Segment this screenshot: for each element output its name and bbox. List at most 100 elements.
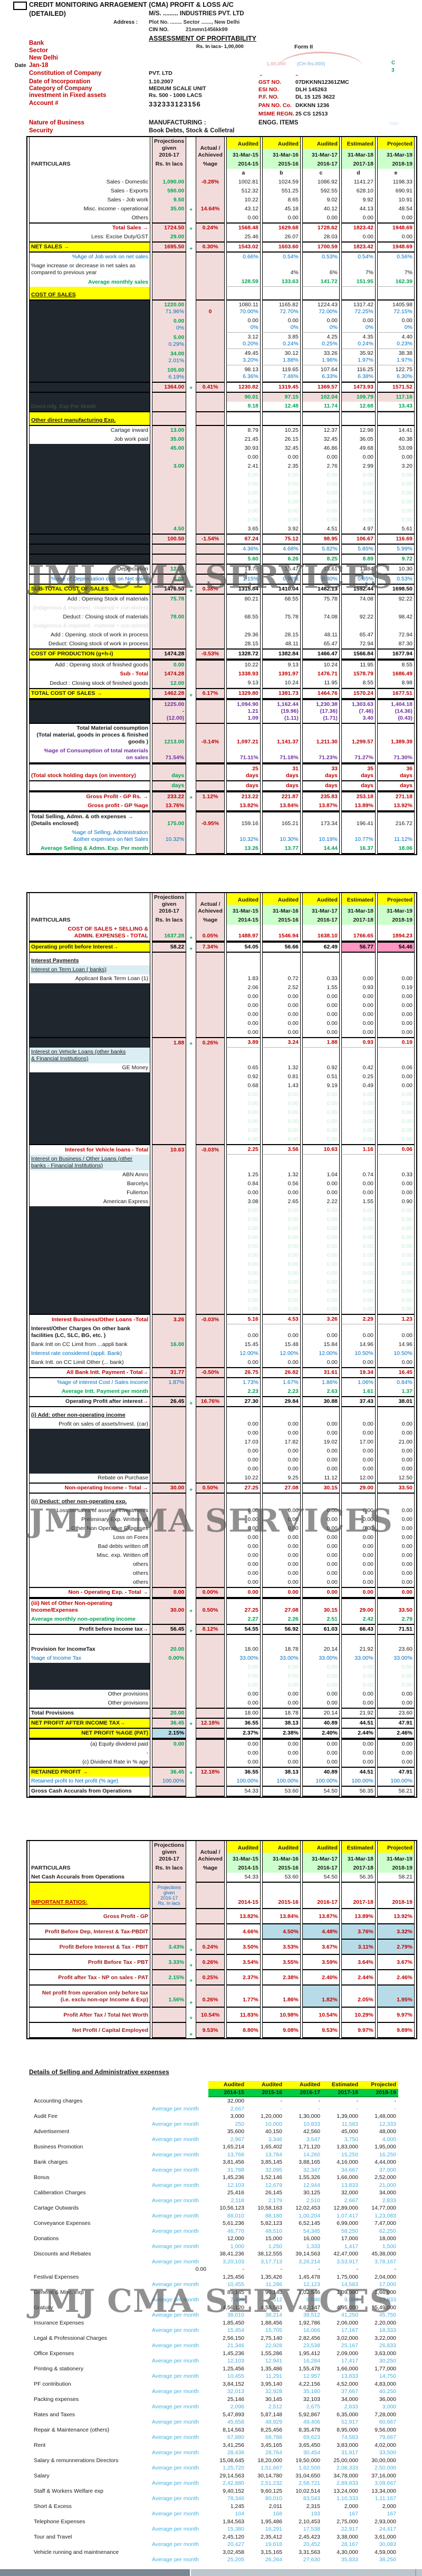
average-value: 32,095 [265, 2166, 282, 2173]
cell-line: 30.15 [323, 1607, 338, 1613]
value-cell: 0.00 [377, 1569, 415, 1578]
value-cell: 0.00 [377, 974, 415, 983]
projection-cell: 0.00 0% [152, 316, 187, 333]
average-value: 67,880 [227, 2434, 244, 2441]
expense-value: 1,55,326 [299, 2174, 320, 2181]
cell-line: 0.92 [247, 1073, 258, 1080]
expense-item-row: Packing expenses 25,146 30,145 32,103 34,000… [32, 2396, 398, 2404]
year-type-header: Audited [302, 893, 340, 905]
projection-cell [152, 1349, 187, 1358]
cell-line: 0.00 [327, 1430, 338, 1436]
average-value: 37,667 [341, 2388, 358, 2395]
particulars-cell: others [29, 1569, 150, 1578]
cell-line: 1,097.21 [237, 739, 258, 745]
value-cell [341, 1407, 376, 1420]
cell-line: 29.00 [359, 1485, 373, 1491]
cell-line [198, 1673, 223, 1680]
cell-line [31, 341, 148, 348]
cell-line: 0.00 [247, 1261, 258, 1267]
plus-indicator [188, 214, 195, 222]
cell-line: 0.24% [283, 341, 299, 347]
cell-line [154, 1525, 184, 1532]
pl-row: 0.00 0.00 0.00 0.00 0.00 [29, 992, 415, 1001]
value-cell: 30.88 [302, 1396, 340, 1407]
cell-line: 16.76% [200, 1398, 220, 1405]
pl-row: 0.00 0.00 0.00 0.00 0.00 [29, 1672, 415, 1681]
plus-indicator [188, 1420, 195, 1429]
footer-segment[interactable] [416, 2569, 422, 2576]
plus-indicator [188, 402, 195, 411]
cell-line: 2018-19 [392, 1899, 413, 1905]
value-cell [341, 953, 376, 965]
average-label: Average per month [151, 2480, 199, 2486]
value-cell: 1566.84 [341, 648, 376, 660]
average-value: 2,42,880 [223, 2480, 244, 2486]
cell-line: 1224.43 [317, 302, 338, 308]
projection-cell [152, 498, 187, 507]
cell-line [228, 292, 258, 298]
average-value: 1,62,500 [299, 2465, 320, 2471]
cell-line [31, 1457, 148, 1464]
cell-line: 3.76% [358, 1929, 373, 1935]
average-value: 23,538 [303, 2342, 320, 2349]
cell-line [198, 1448, 223, 1455]
pl-row: 0.00 0.00 0.00 0.00 0.00 [29, 498, 415, 507]
expense-item-row: Discounts and Rebates 38,41,236 38,12,555 3… [32, 2250, 398, 2258]
average-value: 3,000 [382, 2404, 396, 2410]
particulars-cell: %age increase or decrease in net sales a… [29, 262, 150, 277]
cell-line: 0.24% [358, 341, 373, 347]
cell-line: 15.48 [284, 1341, 299, 1348]
cell-line [154, 975, 184, 982]
expense-value: 16,000 [303, 2235, 320, 2242]
value-cell: 0.00 [262, 516, 301, 525]
expense-average-row: Average per month 45,658 48,929 49,406 52,91… [32, 2418, 398, 2426]
value-cell: 0.00 [226, 1019, 261, 1028]
cell-line: (0.43) [398, 715, 413, 721]
expense-average-row: Average per month 12,103 12,941 16,284 17,41… [32, 2357, 398, 2365]
cell-line: - [146, 1750, 149, 1756]
cell-line: 271.18 [395, 793, 413, 800]
cell-line: 0.00 [401, 481, 413, 487]
value-cell: 0.00 [377, 1551, 415, 1560]
projection-cell [152, 489, 187, 498]
expense-value: 3,02,000 [337, 2335, 358, 2341]
cell-line: 1225.00 [164, 701, 185, 708]
cell-line [198, 671, 223, 677]
value-cell: 56.66 [262, 942, 301, 953]
footer-segment[interactable] [0, 2569, 191, 2576]
plus-indicator: + [188, 1939, 195, 1954]
value-cell: 0.93 [341, 983, 376, 992]
cell-line: 71.18% [280, 754, 299, 761]
value-cell: 9.97% [377, 2007, 415, 2022]
cell-line: 0.19 [401, 1039, 413, 1045]
value-cell: 18.78 [262, 1708, 301, 1718]
value-cell: 10.77% [341, 828, 376, 844]
expense-value: 42,47,000 [333, 2251, 358, 2257]
cell-line: 0.00 [362, 517, 373, 523]
value-cell: 0.00 [302, 471, 340, 480]
pl-row: 0.00 0.00 0.00 0.00 0.00 [29, 489, 415, 498]
cell-line: 0.00 [247, 1700, 258, 1706]
average-value: 79,667 [379, 2434, 396, 2441]
cell-line: COST OF SALES + SELLING & [68, 926, 148, 932]
cell-line [154, 1466, 184, 1473]
checkbox-icon[interactable] [13, 2, 27, 10]
cell-line: 54.33 [244, 1788, 258, 1794]
plus-indicator [188, 613, 195, 622]
achieved-cell: 0.50% [196, 1483, 225, 1494]
plus-indicator [188, 1681, 195, 1690]
projection-cell: 56.45 [152, 1625, 187, 1635]
cell-line: given [161, 1849, 177, 1855]
cell-line: 3.67% [397, 1959, 413, 1965]
achieved-cell [196, 1447, 225, 1456]
cell-line: 106.67 [356, 536, 373, 542]
achieved-cell [196, 333, 225, 349]
value-cell: 49.68 [341, 444, 376, 453]
value-cell [226, 262, 261, 277]
particulars-cell: Applicant Bank Term Loan (1) [29, 974, 150, 983]
cell-line: 0.00 [327, 490, 338, 496]
footer-segment[interactable] [191, 2569, 416, 2576]
average-value: 26,833 [379, 2342, 396, 2349]
expense-item-row: Accounting charges 32,000- - - - [32, 2097, 398, 2105]
value-cell: 10.50% [341, 1349, 376, 1358]
